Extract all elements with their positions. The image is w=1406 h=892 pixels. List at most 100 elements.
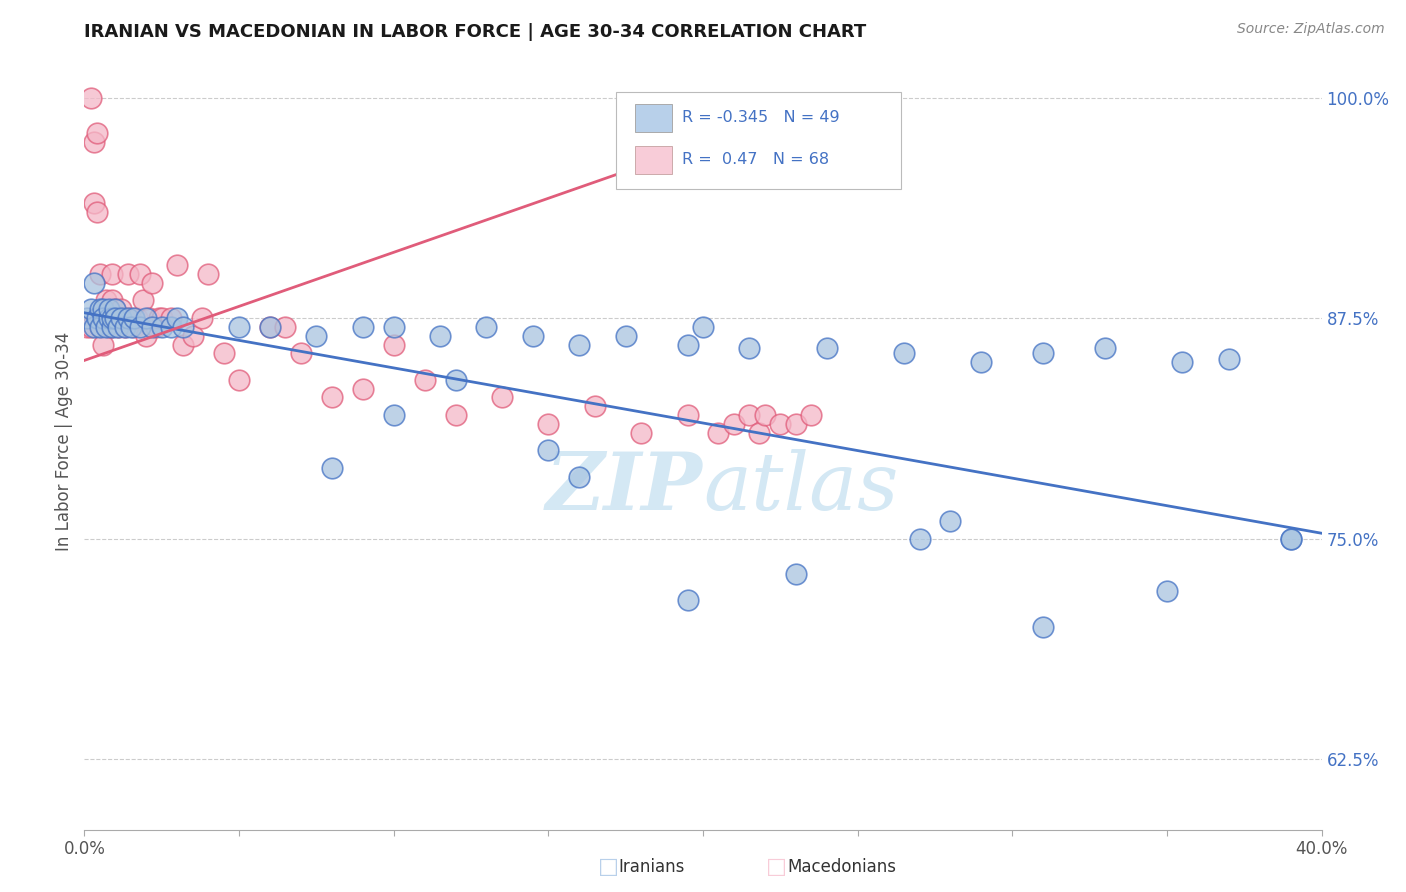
Point bbox=[537, 417, 560, 431]
Point bbox=[738, 408, 761, 422]
Text: R =  0.47   N = 68: R = 0.47 N = 68 bbox=[682, 153, 830, 168]
Point bbox=[191, 311, 214, 326]
Point bbox=[692, 319, 714, 334]
Point bbox=[172, 337, 194, 351]
Point bbox=[166, 311, 188, 326]
Point bbox=[444, 373, 467, 387]
Point bbox=[321, 391, 343, 405]
FancyBboxPatch shape bbox=[616, 93, 901, 189]
Point bbox=[120, 311, 142, 326]
Point bbox=[723, 417, 745, 431]
Point bbox=[86, 126, 108, 140]
Point bbox=[1032, 620, 1054, 634]
Point bbox=[676, 593, 699, 607]
Point bbox=[382, 337, 405, 351]
Point bbox=[1279, 532, 1302, 546]
Point bbox=[104, 311, 127, 326]
Point bbox=[150, 319, 173, 334]
Point bbox=[138, 311, 160, 326]
Bar bbox=[636, 146, 672, 174]
Point bbox=[107, 311, 129, 326]
Point bbox=[785, 566, 807, 581]
Point bbox=[522, 328, 544, 343]
Point bbox=[908, 532, 931, 546]
Point bbox=[76, 319, 98, 334]
Point bbox=[738, 341, 761, 355]
Point bbox=[125, 311, 148, 326]
Point bbox=[94, 293, 117, 308]
Point bbox=[893, 346, 915, 360]
Point bbox=[91, 302, 114, 317]
Point bbox=[76, 311, 98, 326]
Y-axis label: In Labor Force | Age 30-34: In Labor Force | Age 30-34 bbox=[55, 332, 73, 551]
Point bbox=[274, 319, 297, 334]
Point bbox=[181, 328, 204, 343]
Point bbox=[212, 346, 235, 360]
Point bbox=[676, 337, 699, 351]
Point bbox=[305, 328, 328, 343]
Point bbox=[89, 319, 111, 334]
Point bbox=[83, 135, 105, 149]
Point bbox=[754, 408, 776, 422]
Point bbox=[89, 311, 111, 326]
Point bbox=[259, 319, 281, 334]
Point bbox=[135, 328, 157, 343]
Point bbox=[769, 417, 792, 431]
Point bbox=[122, 319, 145, 334]
Point bbox=[86, 205, 108, 219]
Point bbox=[614, 328, 637, 343]
Point bbox=[94, 319, 117, 334]
Point bbox=[141, 276, 163, 290]
Point bbox=[129, 267, 152, 281]
Point bbox=[150, 311, 173, 326]
Point bbox=[815, 341, 838, 355]
Text: □: □ bbox=[766, 857, 787, 877]
Point bbox=[290, 346, 312, 360]
Point bbox=[970, 355, 993, 369]
Point bbox=[160, 319, 183, 334]
Point bbox=[117, 311, 139, 326]
Point bbox=[1218, 351, 1240, 366]
Point bbox=[352, 382, 374, 396]
Point bbox=[101, 293, 124, 308]
Point bbox=[537, 443, 560, 458]
Point bbox=[939, 514, 962, 528]
Text: Iranians: Iranians bbox=[619, 858, 685, 876]
Point bbox=[117, 267, 139, 281]
Point bbox=[110, 302, 132, 317]
Point bbox=[228, 319, 250, 334]
Point bbox=[98, 311, 121, 326]
Text: IRANIAN VS MACEDONIAN IN LABOR FORCE | AGE 30-34 CORRELATION CHART: IRANIAN VS MACEDONIAN IN LABOR FORCE | A… bbox=[84, 23, 866, 41]
Point bbox=[800, 408, 823, 422]
Point bbox=[101, 267, 124, 281]
Point bbox=[568, 470, 591, 484]
Point bbox=[101, 311, 124, 326]
Point bbox=[785, 417, 807, 431]
Point bbox=[583, 399, 606, 413]
Text: □: □ bbox=[598, 857, 619, 877]
Point bbox=[110, 311, 132, 326]
Point bbox=[475, 319, 498, 334]
Point bbox=[1279, 532, 1302, 546]
Point bbox=[1032, 346, 1054, 360]
Point bbox=[91, 337, 114, 351]
Point bbox=[104, 302, 127, 317]
Point bbox=[132, 293, 155, 308]
Point bbox=[259, 319, 281, 334]
Point bbox=[107, 319, 129, 334]
Point bbox=[321, 461, 343, 475]
Point bbox=[83, 196, 105, 211]
Text: Source: ZipAtlas.com: Source: ZipAtlas.com bbox=[1237, 22, 1385, 37]
Point bbox=[352, 319, 374, 334]
Point bbox=[429, 328, 451, 343]
Text: ZIP: ZIP bbox=[546, 450, 703, 527]
Point bbox=[122, 311, 145, 326]
Point bbox=[79, 302, 101, 317]
Point bbox=[129, 319, 152, 334]
Point bbox=[91, 311, 114, 326]
Point bbox=[86, 311, 108, 326]
Point bbox=[748, 425, 770, 440]
Point bbox=[382, 408, 405, 422]
Point bbox=[101, 319, 124, 334]
Point bbox=[101, 319, 124, 334]
